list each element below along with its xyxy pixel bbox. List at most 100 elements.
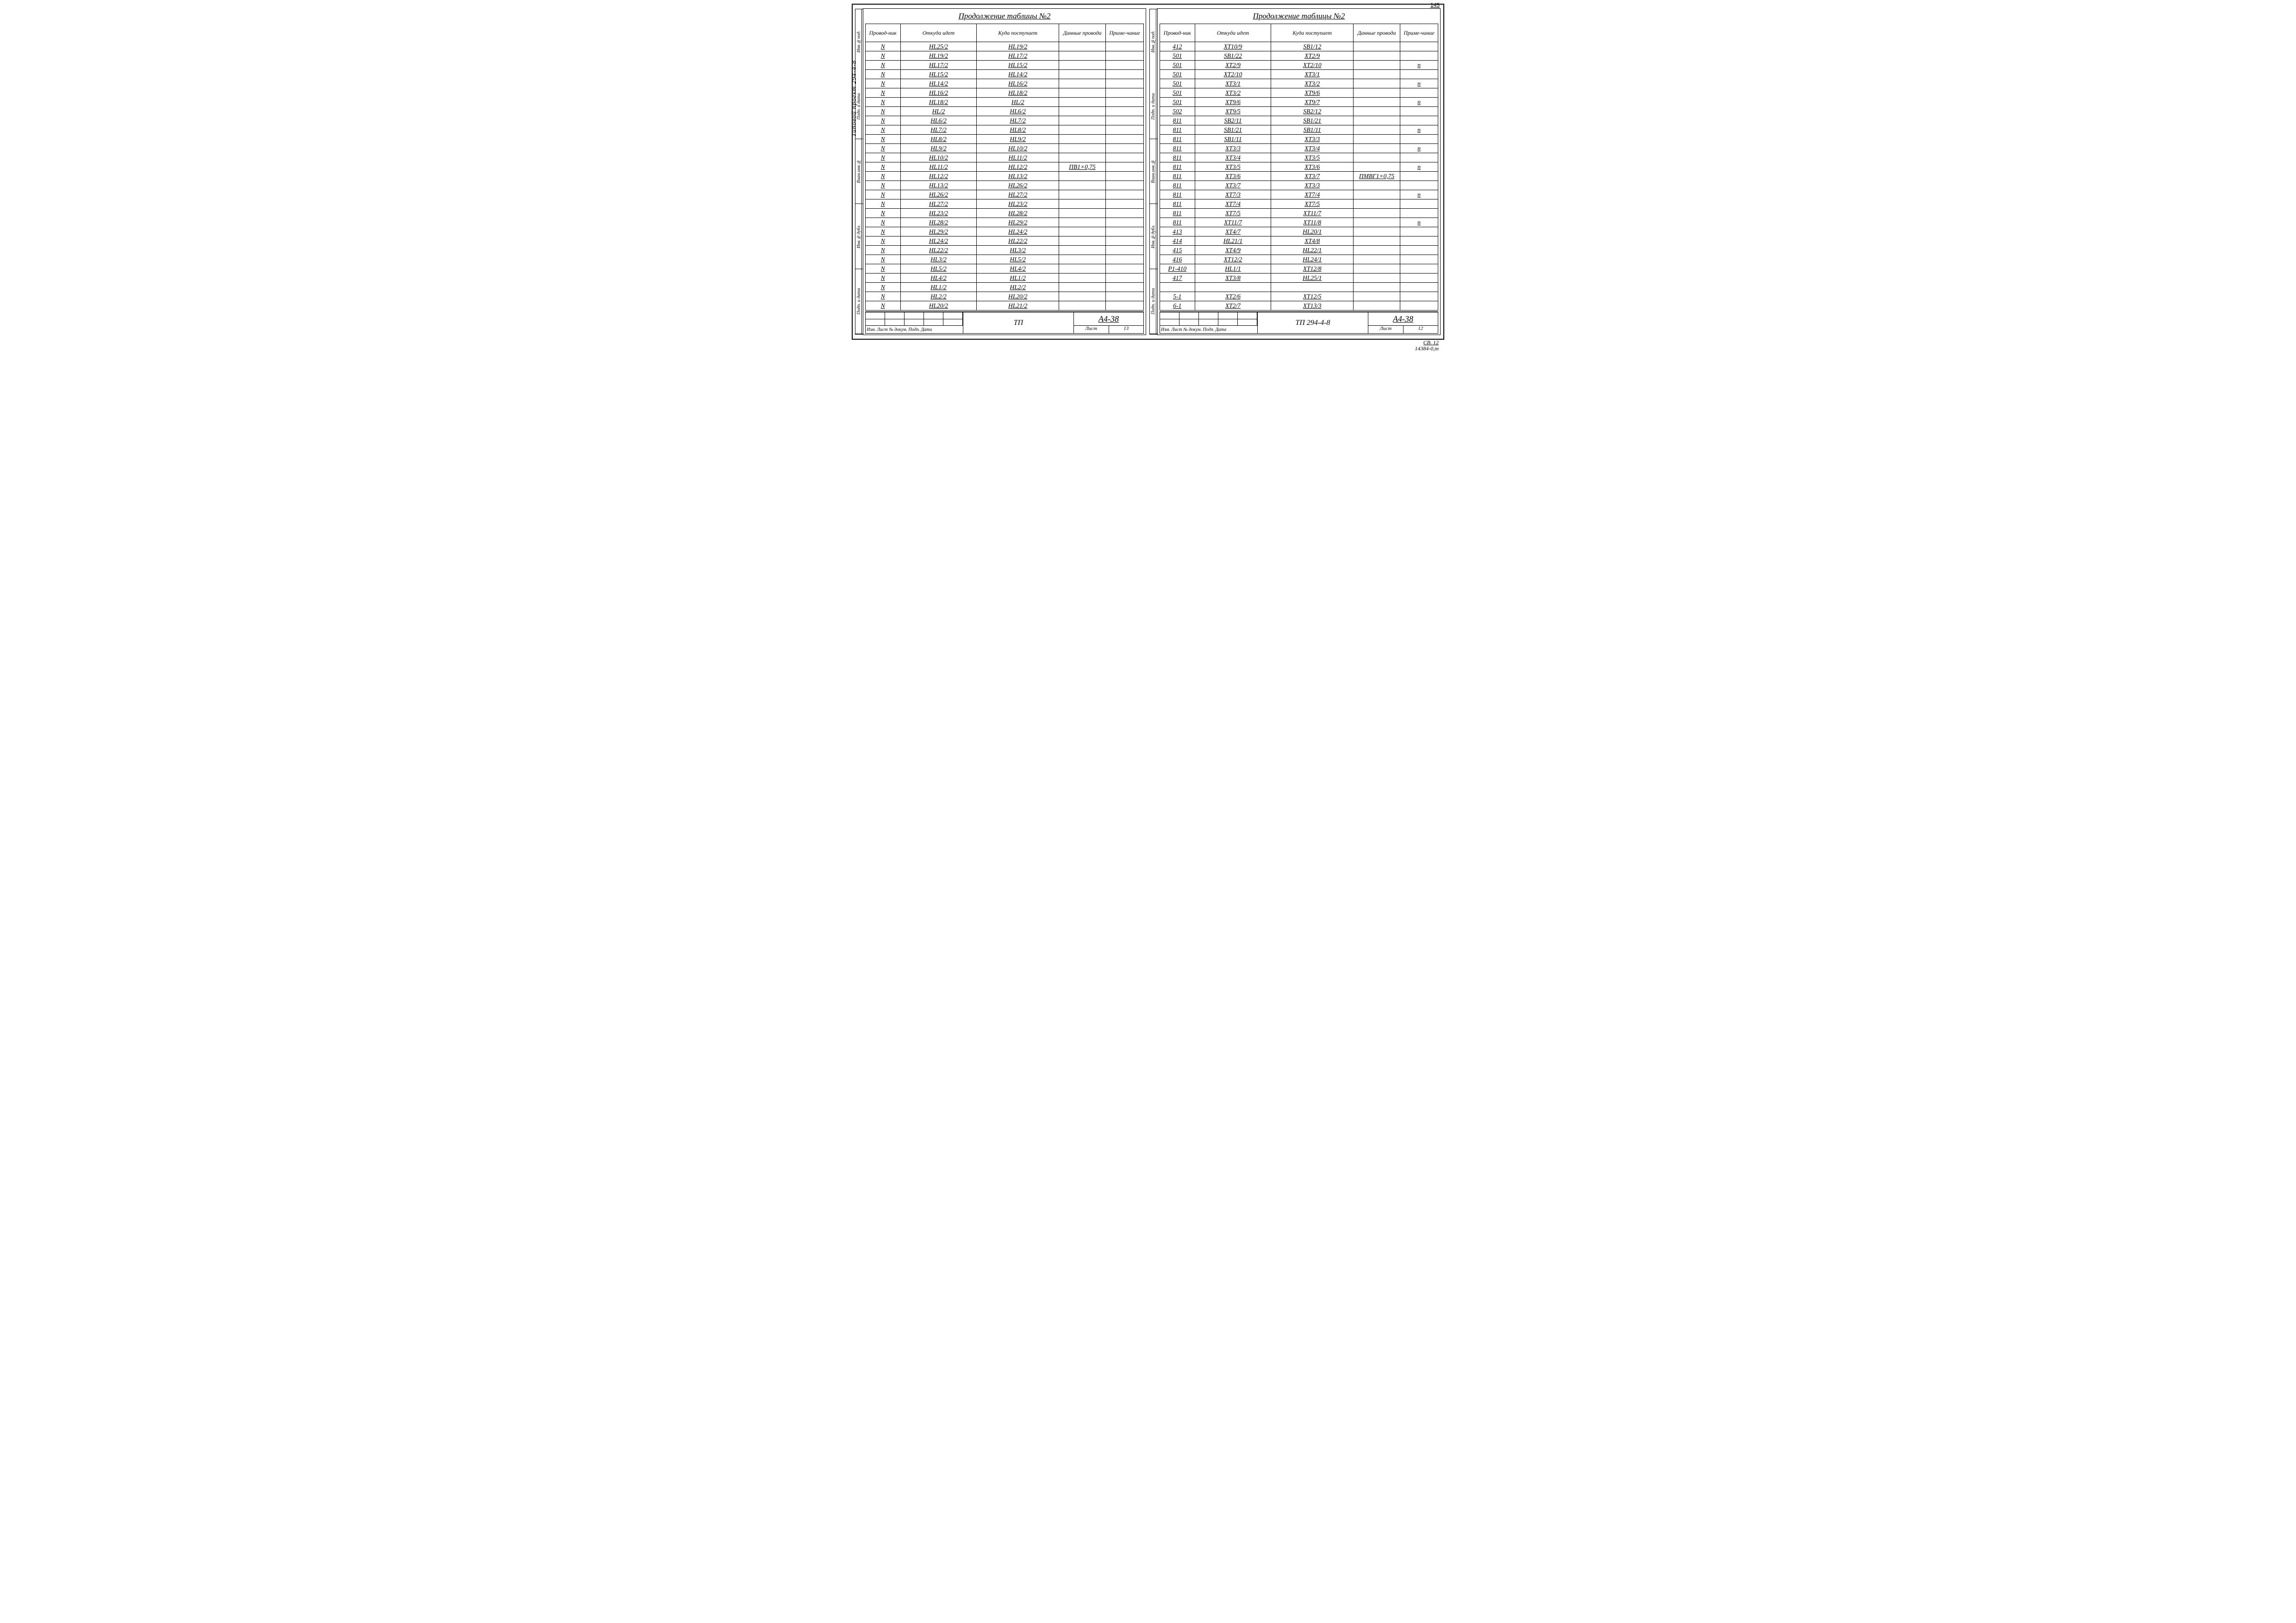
table-row: 811XT3/3XT3/4п: [1160, 144, 1438, 153]
col-header: Провод-ник: [1160, 24, 1195, 42]
table-cell: N: [866, 70, 901, 79]
table-cell: [1160, 283, 1195, 292]
table-cell: 6-1: [1160, 301, 1195, 311]
table-cell: N: [866, 283, 901, 292]
table-cell: XT3/5: [1195, 162, 1271, 172]
table-cell: XT7/3: [1195, 190, 1271, 199]
table-cell: HL29/2: [977, 218, 1059, 227]
table-cell: [1059, 153, 1106, 162]
table-cell: [1059, 236, 1106, 246]
table-row: NHL8/2HL9/2: [866, 135, 1144, 144]
table-cell: 811: [1160, 218, 1195, 227]
table-cell: HL6/2: [900, 116, 977, 125]
table-cell: [1354, 51, 1400, 61]
table-cell: [1400, 246, 1438, 255]
table-cell: [1400, 236, 1438, 246]
table-cell: [1059, 209, 1106, 218]
table-cell: [1106, 116, 1144, 125]
table-cell: N: [866, 42, 901, 51]
table-cell: [1400, 283, 1438, 292]
table-cell: HL1/2: [977, 274, 1059, 283]
table-cell: [1106, 51, 1144, 61]
table-cell: HL2/2: [900, 292, 977, 301]
table-cell: HL20/2: [900, 301, 977, 311]
table-cell: [1354, 283, 1400, 292]
table-cell: SB1/11: [1271, 125, 1354, 135]
table-cell: [1059, 199, 1106, 209]
table-row: NHL14/2HL16/2: [866, 79, 1144, 88]
table-cell: [1059, 181, 1106, 190]
table-cell: [1400, 107, 1438, 116]
table-cell: HL5/2: [900, 264, 977, 274]
table-cell: HL20/1: [1271, 227, 1354, 236]
table-cell: [1106, 135, 1144, 144]
table-cell: [1354, 274, 1400, 283]
table-cell: HL17/2: [900, 61, 977, 70]
table-cell: [1059, 51, 1106, 61]
table-row: NHL27/2HL23/2: [866, 199, 1144, 209]
table-cell: [1106, 236, 1144, 246]
table-cell: [1059, 218, 1106, 227]
sheet-label: Лист: [1368, 326, 1404, 333]
table-cell: HL23/2: [977, 199, 1059, 209]
table-cell: 811: [1160, 116, 1195, 125]
table-cell: HL7/2: [977, 116, 1059, 125]
table-cell: N: [866, 227, 901, 236]
left-panel: Инв.№под.Подп. и датаВзам.инв.№Инв.№дубл…: [863, 8, 1146, 335]
table-cell: HL10/2: [977, 144, 1059, 153]
table-cell: HL14/2: [900, 79, 977, 88]
table-cell: XT9/5: [1195, 107, 1271, 116]
table-cell: [1106, 61, 1144, 70]
col-header: Откуда идет: [900, 24, 977, 42]
col-header: Куда поступает: [977, 24, 1059, 42]
table-cell: XT3/7: [1271, 172, 1354, 181]
table-row: NHL12/2HL13/2: [866, 172, 1144, 181]
side-label: Взам.инв.№: [855, 139, 863, 204]
table-cell: HL7/2: [900, 125, 977, 135]
table-cell: SB1/11: [1195, 135, 1271, 144]
table-cell: п: [1400, 162, 1438, 172]
table-cell: XT3/1: [1195, 79, 1271, 88]
table-cell: [1354, 42, 1400, 51]
table-row: 502XT9/5SB2/12: [1160, 107, 1438, 116]
table-cell: [1400, 42, 1438, 51]
table-cell: [1354, 162, 1400, 172]
table-cell: [1354, 153, 1400, 162]
table-cell: N: [866, 274, 901, 283]
right-panel: Инв.№под.Подп. и датаВзам.инв.№Инв.№дубл…: [1157, 8, 1441, 335]
table-cell: [1059, 107, 1106, 116]
table-row: NHL26/2HL27/2: [866, 190, 1144, 199]
table-cell: HL21/1: [1195, 236, 1271, 246]
table-cell: [1354, 125, 1400, 135]
table-row: 501XT3/2XT9/6: [1160, 88, 1438, 98]
table-cell: [1106, 172, 1144, 181]
table-cell: XT2/9: [1195, 61, 1271, 70]
table-row: 811SB1/21SB1/11п: [1160, 125, 1438, 135]
table-row: 501SB1/22XT2/9: [1160, 51, 1438, 61]
table-row: NHL7/2HL8/2: [866, 125, 1144, 135]
table-cell: HL26/2: [900, 190, 977, 199]
left-table: Провод-никОткуда идетКуда поступаетДанны…: [865, 24, 1144, 311]
side-label: Инв.№дубл.: [855, 204, 863, 269]
table-row: NHL22/2HL3/2: [866, 246, 1144, 255]
table-row: NHL15/2HL14/2: [866, 70, 1144, 79]
table-cell: [1059, 246, 1106, 255]
table-cell: 501: [1160, 98, 1195, 107]
table-cell: HL24/2: [900, 236, 977, 246]
table-cell: [1354, 88, 1400, 98]
table-cell: N: [866, 209, 901, 218]
table-cell: 811: [1160, 144, 1195, 153]
table-row: NHL11/2HL12/2ПВ1×0,75: [866, 162, 1144, 172]
table-cell: [1400, 153, 1438, 162]
table-cell: HL14/2: [977, 70, 1059, 79]
table-cell: HL27/2: [900, 199, 977, 209]
table-cell: HL29/2: [900, 227, 977, 236]
table-cell: [1106, 42, 1144, 51]
side-label: Подп. и дата: [855, 269, 863, 334]
table-cell: HL4/2: [977, 264, 1059, 274]
col-header: Данные провода: [1354, 24, 1400, 42]
table-cell: [1106, 199, 1144, 209]
sheet-num: 13: [1109, 326, 1144, 333]
table-cell: [1354, 61, 1400, 70]
table-cell: SB1/21: [1195, 125, 1271, 135]
